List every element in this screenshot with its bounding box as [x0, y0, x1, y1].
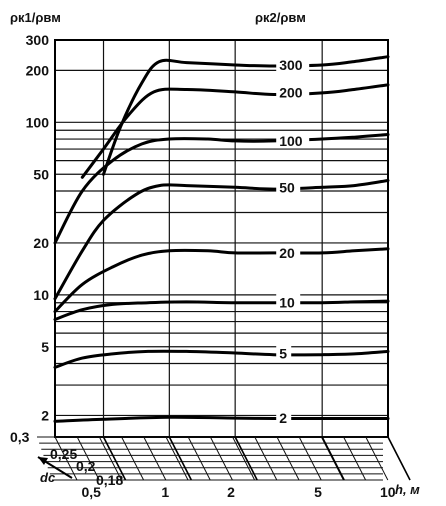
- curve-label-bg: [276, 131, 310, 148]
- curve-5: [53, 349, 390, 369]
- curve-label-bg: [276, 56, 310, 73]
- x-tick-label: 0,5: [82, 484, 102, 500]
- nomogram-diag-line: [76, 436, 100, 481]
- curve-label-10: 10: [279, 295, 295, 311]
- curve-20: [53, 247, 390, 314]
- dc-label: 0,2: [76, 458, 96, 474]
- curve-10: [53, 299, 390, 321]
- nomogram-diag-line: [276, 436, 300, 481]
- dc-axis-title: dс: [40, 470, 56, 485]
- x-tick-label: 5: [314, 484, 322, 500]
- nomogram-diag-line: [209, 436, 233, 481]
- plot-border: [54, 39, 389, 438]
- dc-label: 0,25: [50, 446, 77, 462]
- dc-nomogram: 0,3 0,250,20,18: [10, 429, 411, 488]
- x-tick-label: 2: [227, 484, 235, 500]
- y-tick-label: 20: [33, 235, 49, 251]
- plot-frame: [54, 39, 389, 438]
- curves-title: ρк2/ρвм: [255, 10, 306, 25]
- nomogram-diag-line: [165, 436, 189, 481]
- y-tick-label: 300: [26, 32, 50, 48]
- curve-label-bg: [276, 409, 292, 426]
- dc-arrow-head: [38, 457, 48, 465]
- curve-label-50: 50: [279, 180, 295, 196]
- nomogram-major-line: [234, 436, 258, 481]
- curve-label-20: 20: [279, 245, 295, 261]
- nomogram-major-line: [168, 436, 193, 481]
- nomogram-diag-line: [365, 436, 389, 481]
- curve-label-bg: [276, 83, 310, 100]
- curve-100: [53, 133, 390, 245]
- nomogram-diag-line: [298, 436, 322, 481]
- dc-label: 0,3: [10, 429, 30, 445]
- nomogram-diag-line: [143, 436, 167, 481]
- nomogram-diag-line: [187, 436, 211, 481]
- grid: [55, 39, 389, 437]
- nomogram-major-line: [102, 436, 127, 481]
- y-tick-label: 10: [33, 287, 49, 303]
- y-tick-label: 200: [26, 62, 50, 78]
- y-tick-label: 100: [26, 114, 50, 130]
- y-tick-label: 50: [33, 166, 49, 182]
- x-tick-label: 1: [161, 484, 169, 500]
- x-tick-label: 10: [380, 484, 396, 500]
- nomogram-diag-line: [343, 436, 367, 481]
- curve-label-bg: [276, 344, 292, 361]
- nomogram-diag-line: [121, 436, 145, 481]
- curve-50: [53, 179, 390, 301]
- nomogram-major-line: [387, 436, 411, 481]
- curve-label-bg: [276, 293, 301, 310]
- curve-label-5: 5: [279, 345, 287, 361]
- curve-label-2: 2: [279, 410, 287, 426]
- curve-300: [102, 55, 390, 176]
- curve-label-100: 100: [279, 133, 303, 149]
- dc-label: 0,18: [96, 472, 123, 488]
- y-tick-labels: 300 200 100 50 20 10 5 2: [26, 32, 50, 423]
- nomogram-diag-line: [232, 436, 256, 481]
- x-axis-title: h, м: [395, 482, 420, 497]
- curves: 300 200 100 50 20 10 5 2: [53, 55, 390, 426]
- curve-2: [53, 415, 390, 423]
- curve-label-200: 200: [279, 85, 303, 101]
- nomogram-diag-line: [254, 436, 278, 481]
- curve-label-300: 300: [279, 57, 303, 73]
- nomogram-diag-line: [54, 436, 78, 481]
- y-tick-label: 2: [41, 407, 49, 423]
- curve-200: [80, 83, 390, 179]
- y-tick-label: 5: [41, 339, 49, 355]
- curve-label-bg: [276, 243, 301, 260]
- curve-label-bg: [276, 178, 301, 195]
- y-axis-title: ρк1/ρвм: [10, 10, 61, 25]
- nomogram-diag-line: [98, 436, 122, 481]
- x-tick-labels: 0,5 1 2 5 10: [82, 484, 396, 500]
- nomogram-major-line: [321, 436, 345, 481]
